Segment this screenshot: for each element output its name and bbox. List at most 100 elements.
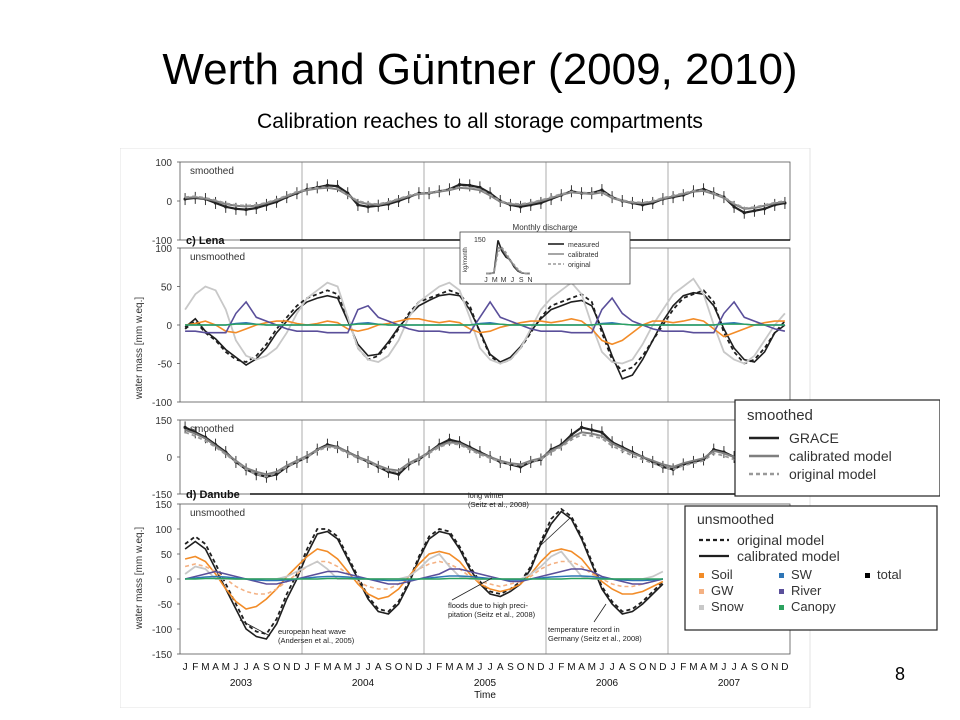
lena-smoothed-grace-point xyxy=(732,205,736,209)
month-tick-label: J xyxy=(721,662,726,673)
legend-unsmoothed-title: unsmoothed xyxy=(697,511,774,527)
danube-unsmoothed-series-canopy xyxy=(185,577,663,580)
danube-unsmoothed-ytick-label: 100 xyxy=(155,525,172,536)
inset-legend-label: original xyxy=(568,262,591,269)
danube-unsmoothed-ytick-label: 50 xyxy=(161,550,173,561)
legend-component-swatch xyxy=(699,589,704,594)
month-tick-label: J xyxy=(549,662,554,673)
lena-smoothed-grace-point xyxy=(762,207,767,211)
lena-smoothed-grace-point xyxy=(600,188,604,192)
lena-smoothed-grace-point xyxy=(356,203,360,207)
lena-smoothed-grace-point xyxy=(254,206,258,210)
lena-smoothed-grace-point xyxy=(234,207,238,211)
danube-unsmoothed-ytick-label: 0 xyxy=(166,575,172,586)
legend-smoothed: smoothed GRACE calibrated model original mo… xyxy=(734,399,940,497)
danube-smoothed-grace-point xyxy=(183,425,187,429)
danube-unsmoothed-series-river xyxy=(184,568,664,585)
inset-xtick: M xyxy=(501,277,507,284)
inset-title: Monthly discharge xyxy=(513,223,578,232)
month-tick-label: O xyxy=(639,662,647,673)
danube-smoothed-series-original-model xyxy=(184,431,786,481)
lena-smoothed-grace-point xyxy=(518,205,523,209)
year-tick-label: 2004 xyxy=(352,678,375,689)
month-tick-label: M xyxy=(201,662,209,673)
year-tick-label: 2006 xyxy=(596,678,619,689)
legend-smoothed-label: calibrated model xyxy=(789,448,892,464)
inset-xtick: S xyxy=(519,277,524,284)
lena-unsmoothed-series-soil xyxy=(184,317,785,346)
month-tick-label: F xyxy=(314,662,320,673)
month-tick-label: A xyxy=(497,662,504,673)
lena-smoothed-ytick-label: -100 xyxy=(152,236,172,247)
month-tick-label: J xyxy=(305,662,310,673)
lena-smoothed-grace-point xyxy=(325,183,330,187)
danube-smoothed-label: smoothed xyxy=(190,424,234,435)
month-tick-label: A xyxy=(741,662,748,673)
month-tick-label: M xyxy=(344,662,352,673)
year-tick-label: 2005 xyxy=(474,678,497,689)
month-tick-label: J xyxy=(427,662,432,673)
lena-ylabel: water mass [mm w.eq.] xyxy=(134,297,145,400)
inset-series-original xyxy=(486,246,530,275)
inset-xtick: J xyxy=(511,277,515,284)
lena-unsmoothed-series-calibrated-model xyxy=(184,291,786,380)
month-tick-label: A xyxy=(334,662,341,673)
legend-component-label: total xyxy=(877,567,902,582)
x-axis-label: Time xyxy=(474,690,496,701)
inset-xtick: N xyxy=(527,277,532,284)
month-tick-label: M xyxy=(466,662,474,673)
danube-smoothed-grace-point xyxy=(274,472,279,476)
danube-smoothed-grace-point xyxy=(254,472,258,476)
panel-lena: 100 0 -100 smoothed c) Lena 100 50 0 -50 -100 unsm… xyxy=(134,158,791,409)
legend-smoothed-label: original model xyxy=(789,466,876,482)
panel-danube: 150 0 -150 smoothed d) Danube 150 100 50 0 -50 -10… xyxy=(134,416,791,661)
legend-unsmoothed-box xyxy=(684,505,938,631)
danube-unsmoothed-ytick-label: -50 xyxy=(158,600,173,611)
inset-xtick: J xyxy=(484,277,488,284)
month-tick-label: J xyxy=(477,662,482,673)
month-tick-label: M xyxy=(323,662,331,673)
month-tick-label: A xyxy=(375,662,382,673)
lena-smoothed-grace-point xyxy=(244,207,248,212)
annotations: european heat wave (Andersen et al., 2005… xyxy=(239,491,642,645)
danube-unsmoothed-ytick-label: -150 xyxy=(152,650,172,661)
month-tick-label: A xyxy=(456,662,463,673)
month-tick-label: A xyxy=(212,662,219,673)
danube-smoothed-grace-point xyxy=(579,425,584,429)
lena-smoothed-ytick-label: 0 xyxy=(166,197,172,208)
danube-unsmoothed-label: unsmoothed xyxy=(190,508,245,519)
legend-smoothed-box xyxy=(734,399,940,497)
month-tick-label: J xyxy=(599,662,604,673)
month-tick-label: S xyxy=(629,662,636,673)
inset-ytick: 150 xyxy=(474,237,486,244)
month-tick-label: O xyxy=(395,662,403,673)
legend-component-swatch xyxy=(865,573,870,578)
lena-unsmoothed-ytick-label: 50 xyxy=(161,283,173,294)
legend-component-swatch xyxy=(779,573,784,578)
month-tick-label: A xyxy=(700,662,707,673)
lena-unsmoothed-ytick-label: -50 xyxy=(158,360,173,371)
danube-smoothed-grace-point xyxy=(396,472,401,476)
lena-smoothed-label: smoothed xyxy=(190,166,234,177)
month-tick-label: A xyxy=(578,662,585,673)
lena-smoothed-series-original-model xyxy=(185,186,786,209)
month-tick-label: J xyxy=(488,662,493,673)
danube-panel-label: d) Danube xyxy=(186,489,240,501)
lena-smoothed-grace-point xyxy=(468,183,472,187)
page-number: 8 xyxy=(894,664,905,684)
inset-xtick: M xyxy=(492,277,498,284)
danube-smoothed-grace-point xyxy=(600,430,604,434)
month-tick-label: F xyxy=(192,662,198,673)
month-tick-label: S xyxy=(751,662,758,673)
month-tick-label: S xyxy=(507,662,514,673)
annotation-text: long winter (Seitz et al., 2008) xyxy=(468,491,529,509)
legend-component-label: GW xyxy=(711,583,734,598)
danube-smoothed-ytick-label: -150 xyxy=(152,490,172,501)
danube-unsmoothed-series-soil xyxy=(184,548,664,610)
month-tick-label: A xyxy=(619,662,626,673)
month-tick-label: M xyxy=(222,662,230,673)
danube-smoothed-grace-point xyxy=(590,428,594,432)
month-tick-label: O xyxy=(761,662,769,673)
month-tick-label: O xyxy=(517,662,525,673)
